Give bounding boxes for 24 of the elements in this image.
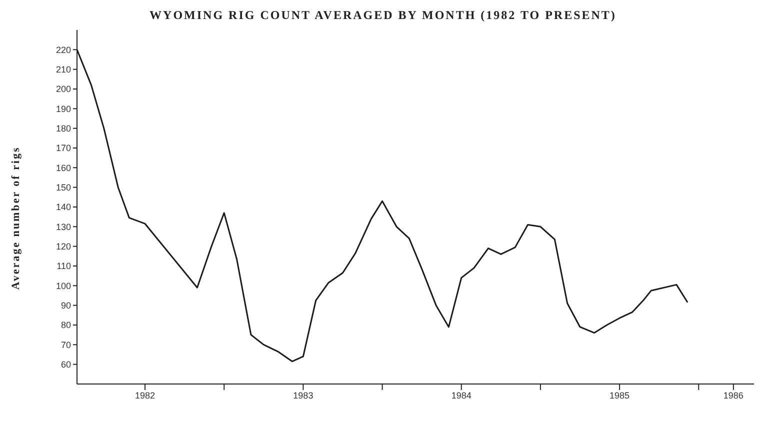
y-tick-label: 80 [60, 320, 71, 330]
y-tick-label: 110 [56, 261, 71, 272]
x-tick-label: 1986 [723, 390, 744, 400]
y-tick-label: 60 [60, 360, 71, 370]
y-tick-label: 130 [56, 222, 71, 232]
x-tick-label: 1984 [451, 390, 472, 400]
x-tick-label: 1985 [610, 390, 630, 400]
y-tick-label: 90 [60, 300, 71, 311]
y-tick-label: 180 [56, 124, 71, 134]
y-tick-label: 200 [56, 84, 71, 94]
y-tick-label: 190 [56, 104, 71, 114]
x-tick-label: 1982 [135, 390, 156, 400]
chart-title: WYOMING RIG COUNT AVERAGED BY MONTH (1982 TO PRESENT) [148, 8, 618, 23]
y-tick-label: 220 [56, 44, 71, 55]
y-tick-label: 70 [60, 340, 71, 350]
y-tick-label: 140 [56, 202, 71, 212]
y-tick-label: 160 [56, 162, 71, 173]
y-tick-label: 170 [56, 143, 71, 154]
y-tick-label: 150 [56, 182, 71, 193]
y-axis-title: Average number of rigs [10, 146, 22, 290]
y-tick-label: 210 [56, 64, 71, 75]
y-tick-label: 100 [56, 280, 71, 291]
y-tick-label: 120 [56, 242, 71, 252]
x-tick-label: 1983 [293, 390, 314, 400]
